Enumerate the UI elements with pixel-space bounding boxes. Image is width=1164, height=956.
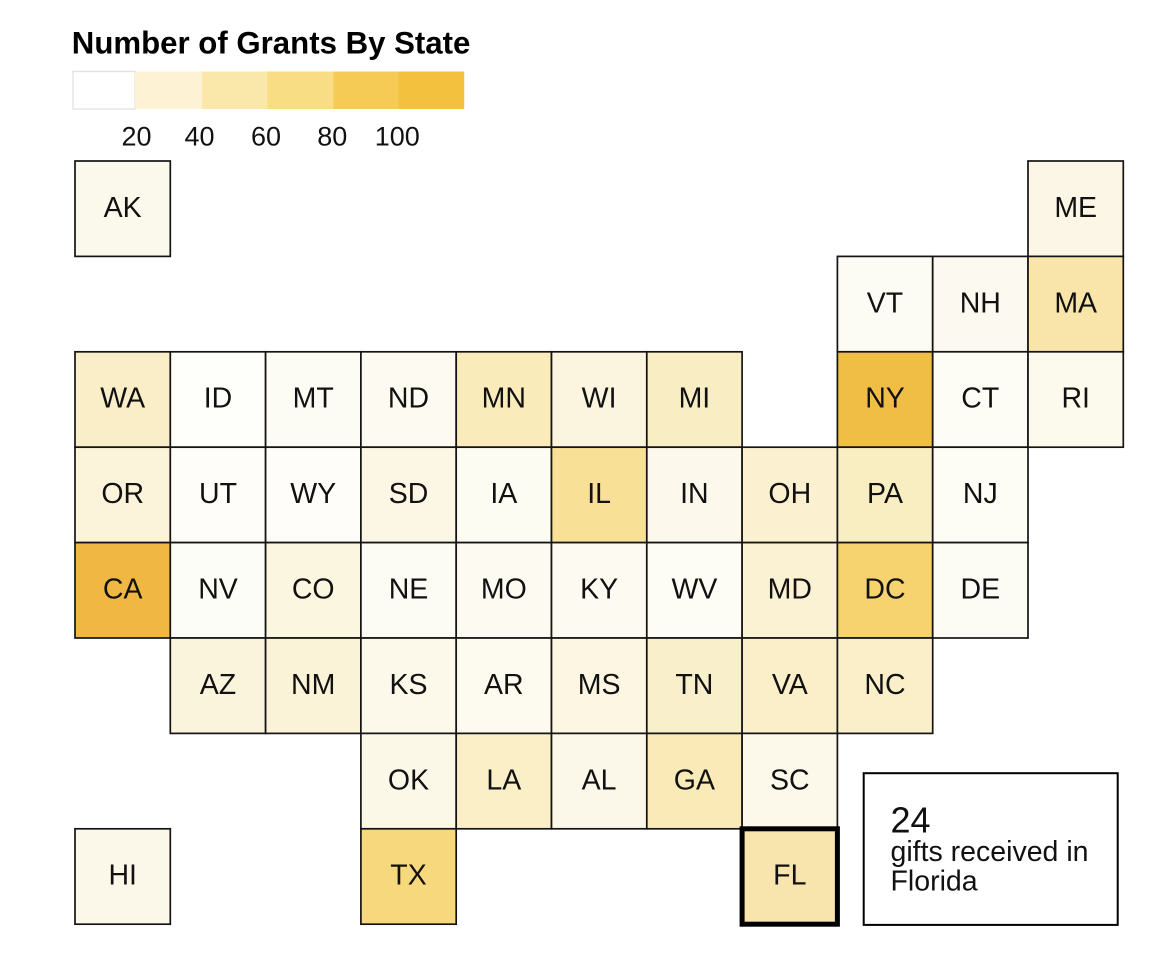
svg-text:IA: IA — [490, 478, 517, 510]
svg-text:MO: MO — [481, 574, 527, 606]
svg-text:AZ: AZ — [200, 669, 236, 701]
svg-text:MD: MD — [768, 574, 812, 606]
svg-text:MI: MI — [679, 383, 711, 415]
svg-text:Number of Grants By State: Number of Grants By State — [72, 26, 471, 61]
svg-text:24: 24 — [891, 799, 931, 840]
svg-text:SC: SC — [770, 764, 810, 796]
svg-text:OH: OH — [768, 478, 811, 510]
svg-text:KS: KS — [389, 669, 427, 701]
svg-text:AK: AK — [104, 192, 142, 224]
svg-text:OR: OR — [101, 478, 144, 510]
svg-text:PA: PA — [867, 478, 903, 510]
svg-text:UT: UT — [199, 478, 237, 510]
svg-text:NC: NC — [864, 669, 905, 701]
svg-text:NJ: NJ — [963, 478, 998, 510]
svg-text:NV: NV — [198, 574, 238, 606]
svg-text:HI: HI — [108, 860, 137, 892]
svg-text:gifts received in: gifts received in — [891, 836, 1089, 868]
svg-text:20: 20 — [121, 122, 151, 152]
svg-text:NH: NH — [960, 287, 1001, 319]
svg-text:FL: FL — [773, 860, 806, 892]
svg-text:WI: WI — [582, 383, 617, 415]
svg-text:OK: OK — [388, 764, 429, 796]
svg-text:MT: MT — [293, 383, 334, 415]
svg-text:SD: SD — [389, 478, 429, 510]
svg-text:VT: VT — [867, 287, 903, 319]
svg-text:80: 80 — [317, 122, 347, 152]
svg-text:AR: AR — [484, 669, 524, 701]
svg-text:CA: CA — [103, 574, 143, 606]
svg-text:CT: CT — [961, 383, 999, 415]
svg-text:MS: MS — [578, 669, 621, 701]
svg-text:DC: DC — [864, 574, 905, 606]
svg-text:Florida: Florida — [891, 866, 978, 898]
svg-text:DE: DE — [961, 574, 1001, 606]
svg-text:IL: IL — [587, 478, 611, 510]
svg-text:IN: IN — [680, 478, 709, 510]
svg-text:ND: ND — [388, 383, 429, 415]
svg-text:TX: TX — [390, 860, 426, 892]
svg-text:WV: WV — [671, 574, 717, 606]
svg-text:60: 60 — [251, 122, 281, 152]
svg-text:NY: NY — [865, 383, 905, 415]
svg-text:VA: VA — [772, 669, 808, 701]
svg-text:40: 40 — [184, 122, 214, 152]
svg-text:TN: TN — [675, 669, 713, 701]
svg-text:ID: ID — [204, 383, 233, 415]
svg-text:KY: KY — [580, 574, 618, 606]
svg-text:CO: CO — [292, 574, 335, 606]
svg-text:GA: GA — [674, 764, 715, 796]
svg-text:MA: MA — [1054, 287, 1097, 319]
svg-text:AL: AL — [582, 764, 617, 796]
svg-text:RI: RI — [1061, 383, 1090, 415]
svg-text:NM: NM — [291, 669, 335, 701]
svg-text:ME: ME — [1054, 192, 1097, 224]
svg-text:WY: WY — [290, 478, 336, 510]
svg-text:100: 100 — [375, 122, 420, 152]
svg-text:LA: LA — [486, 764, 521, 796]
svg-text:WA: WA — [100, 383, 145, 415]
svg-text:NE: NE — [389, 574, 429, 606]
svg-text:MN: MN — [482, 383, 526, 415]
